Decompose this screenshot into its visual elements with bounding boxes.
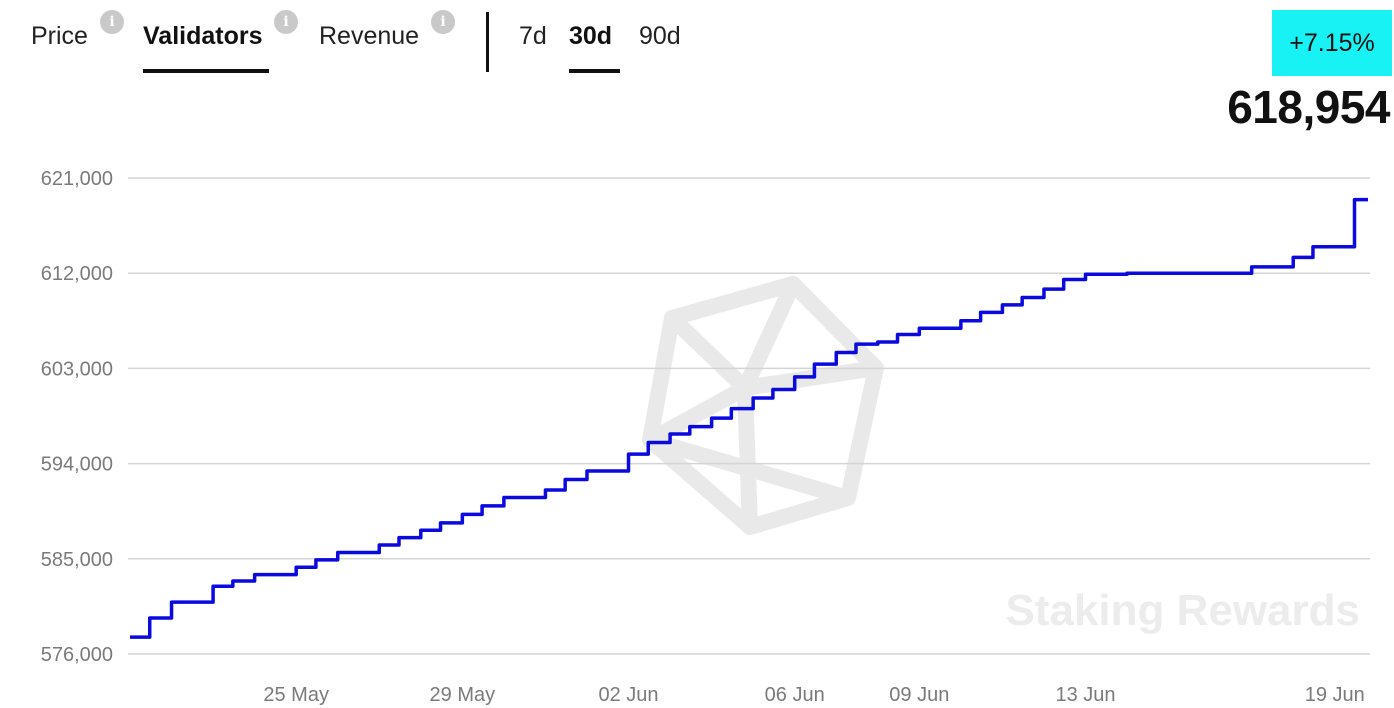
x-tick-label: 06 Jun xyxy=(765,684,825,706)
x-tick-label: 29 May xyxy=(430,684,496,706)
range-7d[interactable]: 7d xyxy=(519,22,547,50)
watermark-text: Staking Rewards xyxy=(1005,586,1360,635)
active-range-underline xyxy=(569,69,620,73)
y-tick-label: 594,000 xyxy=(41,454,113,476)
y-tick-label: 576,000 xyxy=(41,644,113,666)
x-tick-label: 02 Jun xyxy=(598,684,658,706)
tab-validators[interactable]: Validators xyxy=(143,22,263,50)
tab-price[interactable]: Price xyxy=(31,22,88,50)
revenue-info-icon[interactable]: i xyxy=(431,10,455,34)
y-tick-label: 621,000 xyxy=(41,168,113,190)
range-30d[interactable]: 30d xyxy=(569,22,613,50)
current-value: 618,954 xyxy=(1227,81,1390,133)
x-tick-label: 09 Jun xyxy=(889,684,949,706)
active-tab-underline xyxy=(143,69,269,73)
validators-series-line xyxy=(130,197,1368,639)
x-tick-label: 13 Jun xyxy=(1055,684,1115,706)
range-90d[interactable]: 90d xyxy=(639,22,681,50)
x-tick-label: 25 May xyxy=(263,684,329,706)
watermark-logo xyxy=(642,276,884,535)
tab-revenue[interactable]: Revenue xyxy=(319,22,420,50)
validators-info-icon[interactable]: i xyxy=(274,10,298,34)
header-divider xyxy=(486,12,489,72)
x-tick-label: 19 Jun xyxy=(1305,684,1365,706)
y-tick-label: 612,000 xyxy=(41,263,113,285)
y-tick-label: 585,000 xyxy=(41,549,113,571)
change-badge: +7.15% xyxy=(1272,10,1392,76)
price-info-icon[interactable]: i xyxy=(100,10,124,34)
y-tick-label: 603,000 xyxy=(41,358,113,380)
